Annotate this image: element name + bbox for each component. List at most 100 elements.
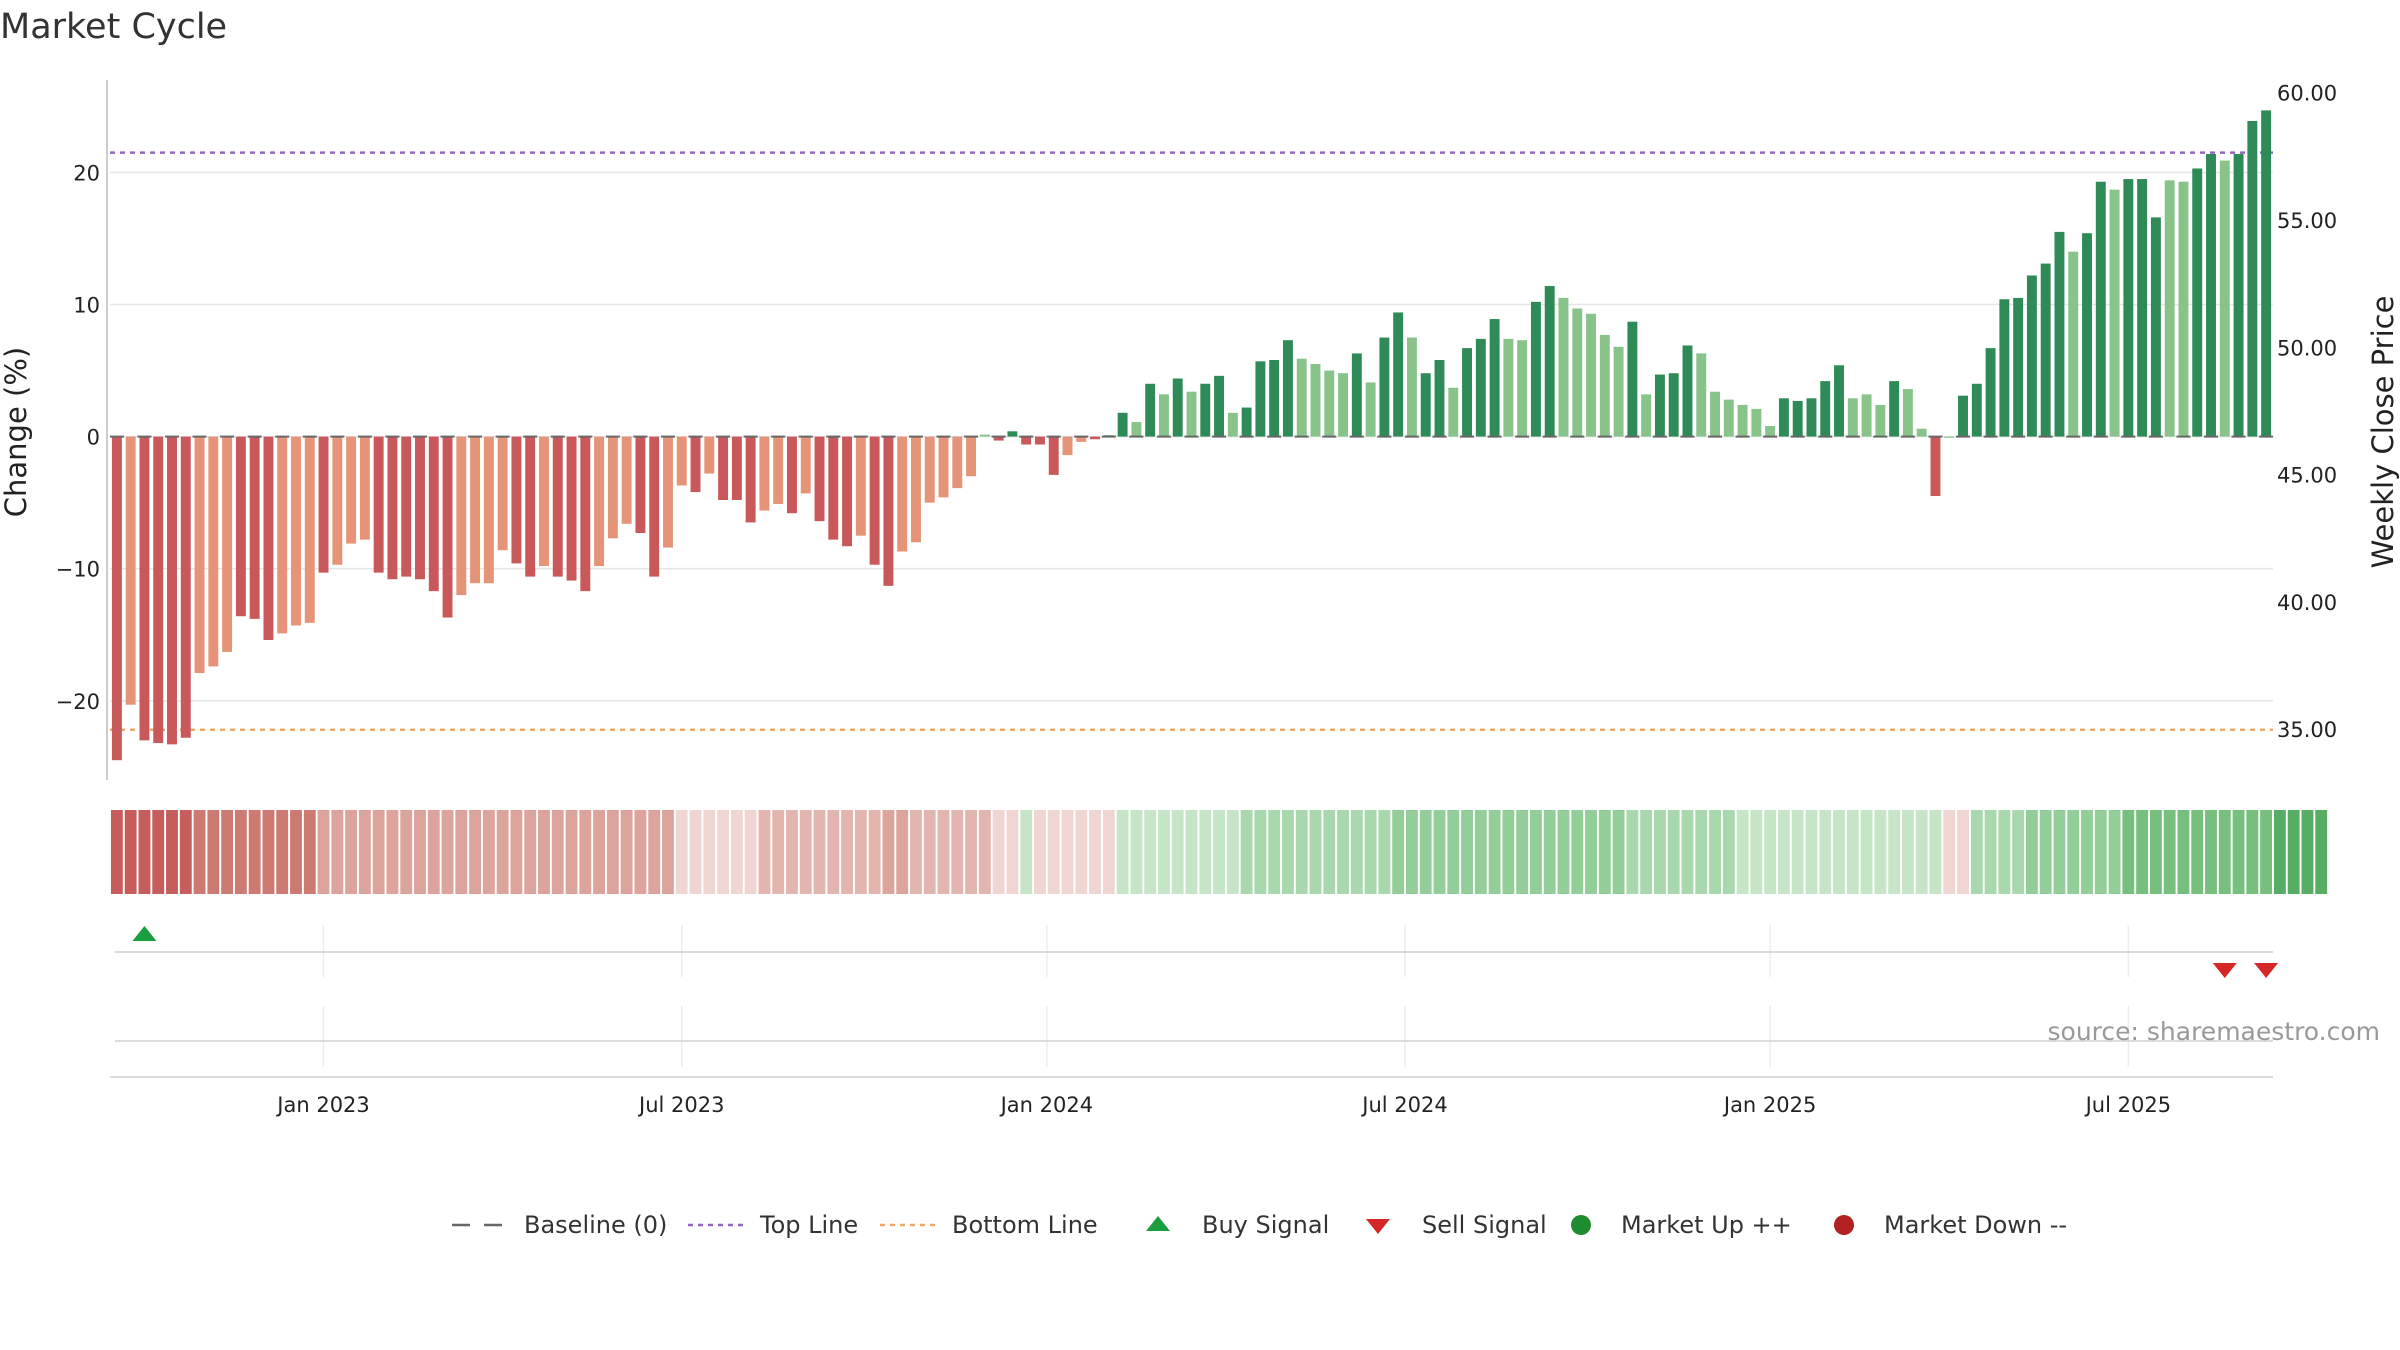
change-bar [1875,404,1886,437]
y2-tick-label: 40.00 [2277,591,2337,615]
change-bar [924,436,935,503]
momentum-cell [1833,810,1845,894]
momentum-cell [524,810,537,894]
momentum-cell [2287,810,2300,894]
momentum-cell [896,810,909,894]
change-bar [304,436,315,623]
change-bar [1365,382,1376,437]
momentum-cell [1681,810,1694,894]
momentum-cell [772,810,785,894]
sell-signal-marker [2254,963,2279,978]
change-bar [111,436,122,761]
momentum-cell [2218,810,2231,894]
momentum-cell [207,810,220,894]
change-bar [1062,436,1073,456]
grid [110,171,2273,1067]
momentum-cell [1158,810,1170,894]
momentum-cell [1695,810,1708,894]
momentum-cell [372,810,385,894]
momentum-cell [1254,810,1267,894]
change-bar [731,436,742,500]
change-bar [842,436,853,547]
change-bar [800,436,811,494]
change-bar [2219,160,2230,437]
legend-buy-icon [1146,1216,1170,1231]
momentum-cell [455,810,468,894]
momentum-cell [1268,810,1281,894]
change-bar [1338,373,1349,437]
change-bar [277,436,288,634]
legend-label: Market Up ++ [1621,1211,1792,1239]
change-bar [1269,360,1280,437]
momentum-cell [1612,810,1625,894]
momentum-cell [1970,810,1983,894]
momentum-cell [1626,810,1639,894]
change-bar [1420,373,1431,437]
change-bar [511,436,522,564]
x-axis: Jan 2023 Jul 2023 Jan 2024 Jul 2024 Jan 2025… [275,1093,2171,1117]
change-bar [483,436,494,584]
change-bar [332,436,343,565]
change-bar [1971,383,1982,437]
change-bar [1296,358,1307,437]
change-bar [1227,412,1238,437]
x-tick-label: Jul 2025 [2084,1093,2171,1117]
momentum-cell [1061,810,1074,894]
momentum-cell [179,810,192,894]
change-bar [1820,381,1831,437]
change-bar [897,436,908,552]
momentum-cell [1819,810,1832,894]
momentum-cell [703,810,716,894]
momentum-cell [923,810,936,894]
momentum-cell [634,810,647,894]
momentum-cell [400,810,413,894]
momentum-cell [1006,810,1019,894]
chart-title: Market Cycle [0,7,227,47]
change-bar [1682,345,1693,437]
momentum-cell [1585,810,1597,894]
change-bar [2164,180,2175,437]
change-bar [2013,297,2024,437]
change-bar [1462,348,1473,437]
momentum-cell [854,810,867,894]
momentum-cell [1199,810,1212,894]
x-tick-label: Jul 2023 [637,1093,724,1117]
momentum-cell [1901,810,1914,894]
change-bar [580,436,591,592]
change-bar [690,436,701,493]
change-bar [208,436,219,667]
change-bar [993,436,1004,441]
momentum-cell [2273,810,2286,894]
momentum-cell [1915,810,1928,894]
momentum-cell [303,810,316,894]
change-bar [2150,217,2161,437]
change-bar [1393,312,1404,437]
change-bar [1310,363,1321,437]
momentum-cell [2025,810,2038,894]
momentum-cell [2067,810,2080,894]
momentum-cell [730,810,743,894]
y-tick-label: −20 [56,690,100,714]
momentum-cell [1213,810,1225,894]
momentum-cell [978,810,991,894]
momentum-cell [2122,810,2135,894]
change-bar [1985,348,1996,437]
momentum-cell [1309,810,1322,894]
change-bar [497,436,508,551]
change-bar [249,436,260,619]
momentum-cell [2246,810,2259,894]
momentum-cell [992,810,1005,894]
momentum-cell [1337,810,1349,894]
change-bar [401,436,412,577]
momentum-cell [606,810,619,894]
change-bar [1792,400,1803,437]
change-bar [2261,110,2272,437]
momentum-cell [2163,810,2176,894]
change-bar [1090,436,1101,440]
momentum-cell [965,810,977,894]
change-bar [966,436,977,477]
momentum-cell [662,810,674,894]
momentum-cell [2053,810,2066,894]
momentum-cell [2012,810,2025,894]
x-tick-label: Jan 2024 [999,1093,1094,1117]
